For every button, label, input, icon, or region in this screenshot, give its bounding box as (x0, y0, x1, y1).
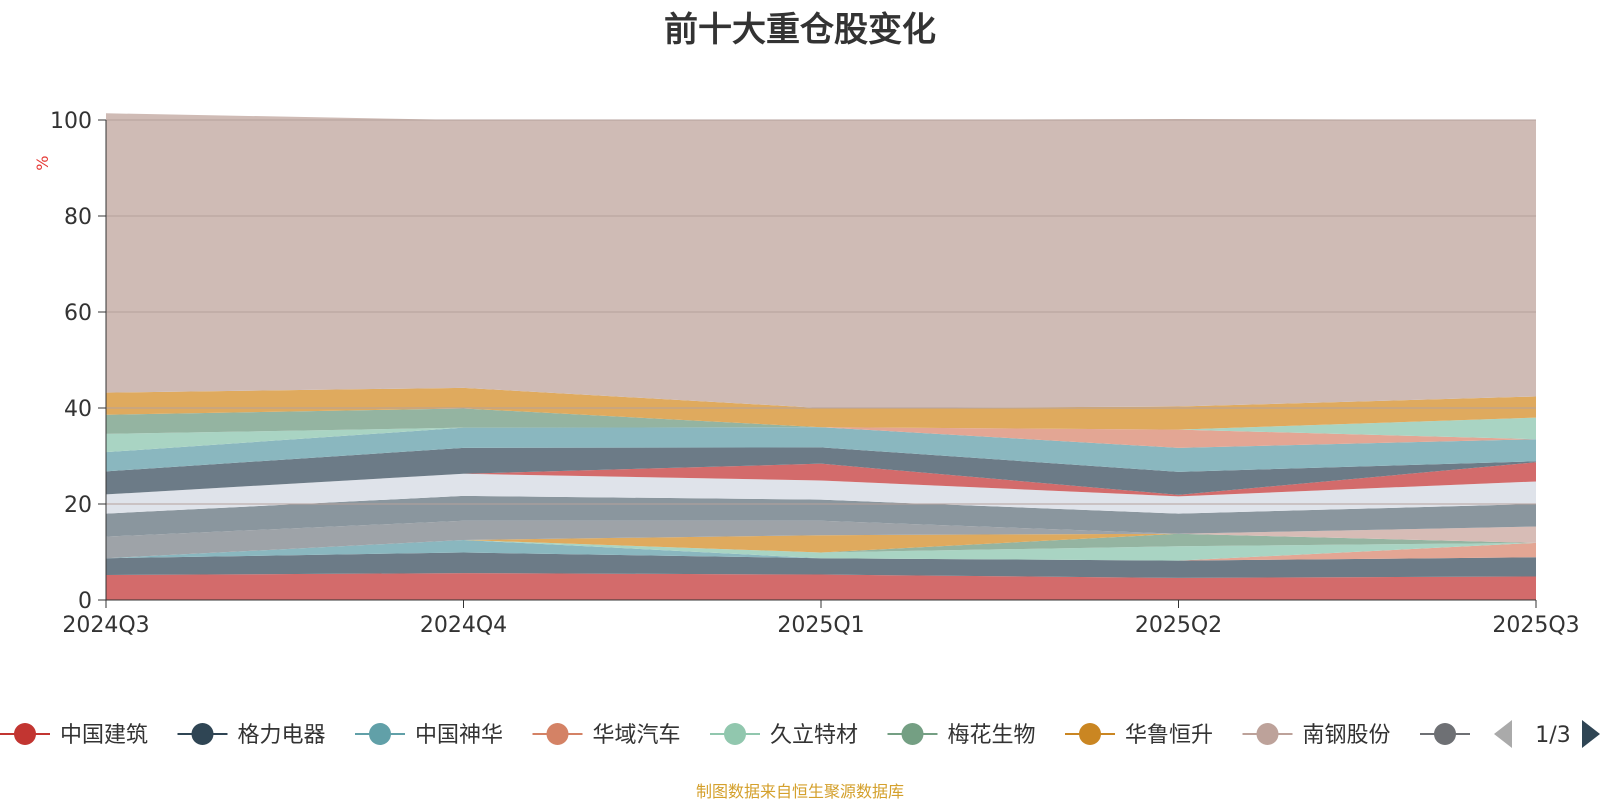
legend-item[interactable]: 华鲁恒升 (1065, 723, 1213, 748)
x-tick-label: 2025Q1 (777, 613, 864, 638)
series-area-2[interactable] (106, 552, 1536, 578)
y-axis-label: % (33, 156, 52, 171)
y-tick-label: 100 (50, 109, 92, 134)
legend-marker (546, 723, 569, 745)
x-tick-label: 2025Q3 (1492, 613, 1579, 638)
legend-marker (191, 723, 214, 745)
series-area-10[interactable] (106, 495, 1536, 537)
series-area-3[interactable] (106, 540, 1536, 561)
series-area-18[interactable] (106, 387, 1536, 430)
y-tick-label: 0 (78, 589, 92, 614)
x-tick-label: 2024Q4 (420, 613, 507, 638)
series-area-19[interactable] (106, 113, 1536, 408)
y-tick-label: 60 (64, 301, 92, 326)
legend-next-icon[interactable] (1582, 720, 1600, 748)
series-area-17[interactable] (106, 408, 1536, 434)
legend-item[interactable]: 中国神华 (355, 723, 503, 748)
legend-marker (14, 723, 36, 745)
series-area-15[interactable] (106, 427, 1536, 453)
legend-item[interactable]: 中国建筑 (0, 723, 148, 748)
legend-prev-icon[interactable] (1494, 720, 1512, 748)
legend-marker (369, 723, 391, 745)
legend-label: 华鲁恒升 (1125, 723, 1213, 748)
legend: 中国建筑 格力电器 中国神华 华域汽车 久立特材 梅花生物 华鲁恒升 南钢股份 ı 1/3 (0, 712, 1600, 756)
grid-lines (106, 119, 1536, 505)
y-tick-label: 40 (64, 397, 92, 422)
legend-marker (1256, 723, 1279, 745)
legend-label: 梅花生物 (948, 723, 1036, 748)
legend-page-indicator: 1/3 (1535, 723, 1570, 748)
legend-label: 南钢股份 (1303, 723, 1391, 748)
legend-item[interactable]: 格力电器 (177, 723, 326, 748)
series-area-1[interactable] (106, 573, 1536, 600)
series-area-12[interactable] (106, 462, 1536, 497)
series-area-5[interactable] (106, 540, 1536, 561)
x-tick-label: 2024Q3 (62, 613, 149, 638)
legend-marker (901, 723, 924, 745)
legend-label: 格力电器 (238, 723, 326, 748)
legend-marker (724, 723, 746, 745)
data-source-note: 制图数据来自恒生聚源数据库 (695, 782, 904, 801)
chart-title: 前十大重仓股变化 (664, 10, 936, 50)
legend-marker (1434, 723, 1456, 745)
series-area-6[interactable] (106, 533, 1536, 559)
legend-marker (1079, 723, 1101, 745)
series-area-8[interactable] (106, 526, 1536, 559)
legend-item[interactable]: ı (1420, 723, 1486, 748)
series-area-4[interactable] (106, 540, 1536, 561)
legend-item[interactable]: 华域汽车 (532, 723, 681, 748)
series-area-7[interactable] (106, 533, 1536, 559)
series-area-14[interactable] (106, 427, 1536, 472)
series-areas (106, 113, 1536, 600)
series-area-13[interactable] (106, 447, 1536, 495)
y-tick-label: 20 (64, 493, 92, 518)
legend-label: 久立特材 (770, 723, 858, 748)
y-tick-label: 80 (64, 205, 92, 230)
series-area-9[interactable] (106, 520, 1536, 559)
legend-label: 中国神华 (415, 723, 503, 748)
legend-item[interactable]: 梅花生物 (887, 723, 1036, 748)
x-tick-label: 2025Q2 (1135, 613, 1222, 638)
legend-label: 中国建筑 (60, 723, 148, 748)
legend-label: 华域汽车 (593, 723, 681, 748)
legend-item[interactable]: 南钢股份 (1242, 723, 1391, 748)
legend-item[interactable]: 久立特材 (710, 723, 858, 748)
